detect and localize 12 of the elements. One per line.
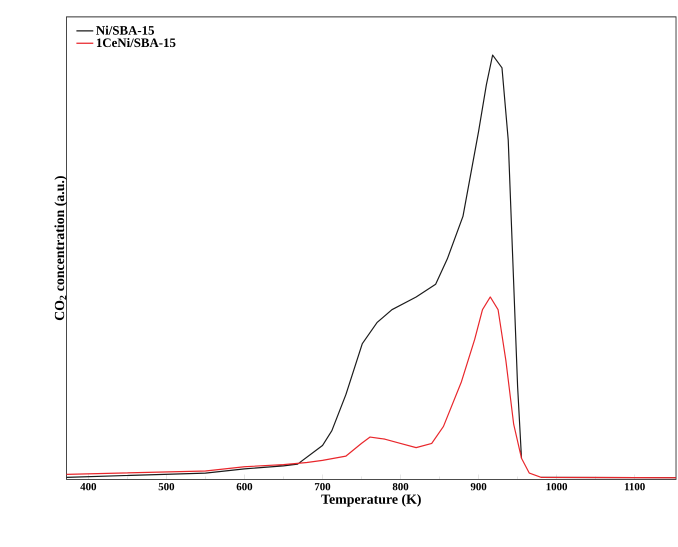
x-tick-label: 500	[158, 482, 174, 490]
legend-label: 1CeNi/SBA-15	[96, 38, 176, 48]
x-tick-label: 900	[470, 482, 486, 490]
x-tick-label: 400	[80, 482, 96, 490]
legend-label: Ni/SBA-15	[96, 26, 154, 35]
x-tick-label: 600	[236, 482, 252, 490]
x-tick-label: 800	[392, 482, 408, 490]
y-axis-title: CO$_{2}$ concentration (a.u.)	[54, 176, 67, 320]
x-tick-label: 700	[314, 482, 330, 490]
x-axis-title: Temperature (K)	[321, 494, 421, 507]
x-tick-label: 1000	[546, 482, 568, 490]
x-tick-label: 1100	[624, 482, 645, 490]
